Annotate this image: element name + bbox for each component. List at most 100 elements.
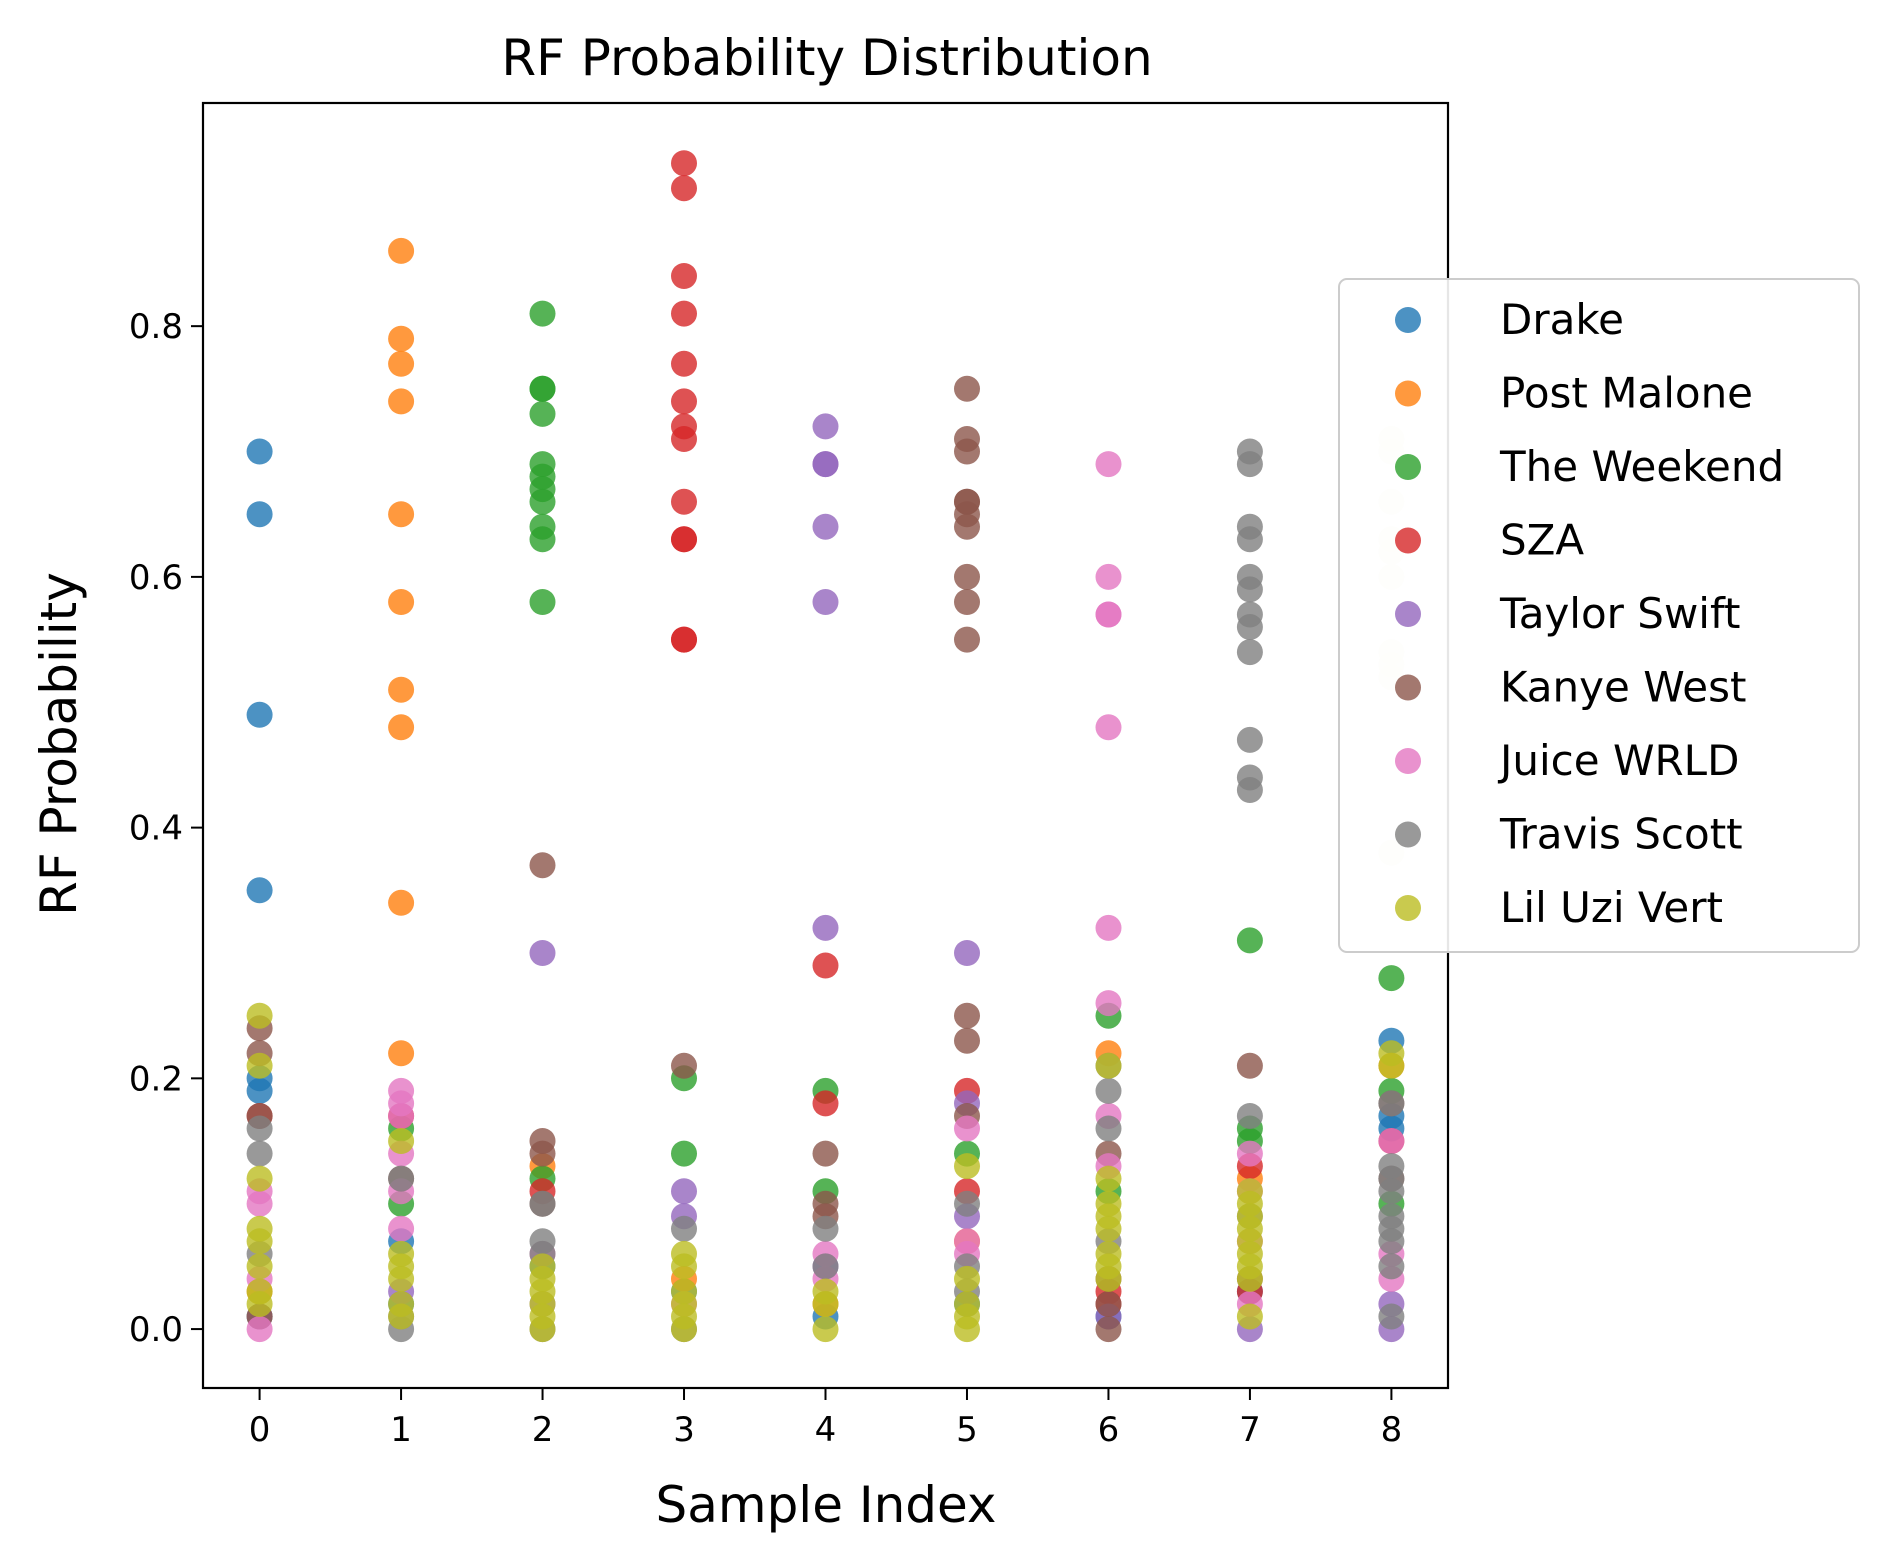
data-point-series-1-6	[388, 589, 415, 615]
data-point-series-8-5	[246, 1253, 273, 1280]
data-point-series-2-6	[529, 400, 556, 427]
x-tick-label-5: 5	[956, 1410, 978, 1450]
y-axis: 0.0 0.2 0.4 0.6 0.8	[129, 307, 203, 1350]
data-point-series-1-7	[388, 676, 415, 703]
data-point-series-5-9	[671, 1052, 697, 1079]
data-point-series-2-5	[529, 375, 556, 402]
data-point-series-0-1	[246, 501, 273, 528]
data-point-series-8-21	[671, 1253, 697, 1280]
data-point-series-3-11	[671, 488, 697, 515]
legend-marker-3	[1395, 527, 1421, 554]
data-point-series-2-16	[671, 1140, 697, 1167]
legend-label-7: Travis Scott	[1499, 810, 1743, 859]
legend-marker-5	[1395, 674, 1421, 701]
data-point-series-3-13	[671, 526, 697, 553]
data-point-series-3-15	[671, 626, 697, 653]
data-point-series-5-10	[812, 1140, 839, 1167]
data-point-series-7-30	[1236, 726, 1263, 753]
legend-marker-7	[1395, 821, 1421, 848]
data-point-series-8-4	[246, 1228, 273, 1255]
data-point-series-8-50	[1236, 1303, 1263, 1330]
data-point-series-1-10	[388, 1040, 415, 1067]
data-point-series-7-14	[954, 1190, 980, 1217]
data-point-series-7-13	[812, 1253, 839, 1280]
data-point-series-6-9	[388, 1215, 415, 1242]
data-point-series-3-3	[671, 150, 697, 177]
y-axis-label: RF Probability	[30, 572, 88, 916]
data-point-series-0-0	[246, 438, 273, 465]
data-point-series-5-29	[1095, 1316, 1122, 1343]
x-tick-label-7: 7	[1239, 1410, 1261, 1450]
x-tick-label-2: 2	[532, 1410, 554, 1450]
data-point-series-8-19	[529, 1316, 556, 1343]
legend: Drake Post Malone The Weekend SZA Taylor Swi…	[1338, 278, 1860, 953]
data-point-series-8-8	[388, 1128, 415, 1154]
data-point-series-8-0	[246, 1002, 273, 1029]
data-point-series-6-22	[1095, 914, 1122, 941]
data-point-series-1-4	[388, 388, 415, 415]
data-point-series-7-43	[1378, 1303, 1405, 1330]
data-point-series-3-10	[671, 426, 697, 452]
data-point-series-4-13	[954, 940, 980, 966]
data-point-series-7-41	[1378, 1228, 1405, 1255]
data-point-series-5-21	[954, 589, 980, 615]
data-point-series-1-8	[388, 714, 415, 741]
data-point-series-8-49	[1236, 1265, 1263, 1292]
data-point-series-6-14	[954, 1115, 980, 1142]
data-point-series-5-5	[529, 852, 556, 879]
data-point-series-8-38	[1095, 1215, 1122, 1242]
data-point-series-7-0	[246, 1115, 273, 1142]
data-point-series-4-2	[529, 940, 556, 966]
legend-box	[1338, 278, 1860, 953]
data-point-series-8-29	[954, 1153, 980, 1180]
data-point-series-2-3	[529, 300, 556, 327]
x-tick-label-6: 6	[1098, 1410, 1120, 1450]
legend-label-0: Drake	[1500, 295, 1624, 344]
legend-marker-1	[1395, 380, 1421, 407]
data-point-series-2-13	[529, 589, 556, 615]
data-point-series-7-12	[812, 1215, 839, 1242]
data-point-series-5-23	[954, 1002, 980, 1029]
data-point-series-0-2	[246, 701, 273, 728]
data-point-series-5-7	[529, 1140, 556, 1167]
data-point-series-8-52	[1378, 1052, 1405, 1079]
data-point-series-5-28	[1095, 1291, 1122, 1317]
data-point-series-5-19	[954, 513, 980, 540]
y-tick-label-3: 0.6	[129, 558, 183, 598]
y-tick-label-0: 0.0	[129, 1310, 183, 1350]
data-point-series-6-21	[1095, 714, 1122, 741]
legend-marker-2	[1395, 454, 1421, 480]
data-point-series-8-25	[671, 1316, 697, 1343]
legend-label-1: Post Malone	[1500, 369, 1753, 418]
data-point-series-1-3	[388, 350, 415, 377]
data-point-series-1-1	[388, 237, 415, 264]
data-point-series-3-17	[812, 1090, 839, 1117]
data-point-series-7-38	[1378, 1178, 1405, 1205]
legend-label-8: Lil Uzi Vert	[1500, 883, 1723, 932]
data-point-series-8-35	[1095, 1165, 1122, 1192]
legend-label-2: The Weekend	[1499, 442, 1784, 491]
data-point-series-7-42	[1378, 1253, 1405, 1280]
data-point-series-8-13	[388, 1303, 415, 1330]
data-point-series-3-8	[671, 388, 697, 415]
data-point-series-7-18	[1095, 1077, 1122, 1104]
points-layer	[246, 150, 1405, 1343]
data-point-series-3-5	[671, 263, 697, 289]
x-axis: 0 1 2 3 4 5 6 7 8	[249, 1388, 1402, 1450]
data-point-series-6-30	[1378, 1128, 1405, 1154]
x-axis-label: Sample Index	[655, 1476, 996, 1534]
legend-marker-0	[1395, 307, 1421, 333]
x-tick-label-4: 4	[815, 1410, 837, 1450]
data-point-series-8-7	[246, 1291, 273, 1317]
data-point-series-4-4	[671, 1178, 697, 1205]
data-point-series-6-26	[1236, 1140, 1263, 1167]
data-point-series-2-12	[529, 526, 556, 553]
data-point-series-4-10	[812, 589, 839, 615]
y-tick-label-4: 0.8	[129, 307, 183, 347]
data-point-series-7-32	[1236, 777, 1263, 803]
data-point-series-7-19	[1095, 1115, 1122, 1142]
data-point-series-2-25	[1378, 965, 1405, 992]
data-point-series-7-35	[1378, 1090, 1405, 1117]
data-point-series-5-30	[1236, 1052, 1263, 1079]
